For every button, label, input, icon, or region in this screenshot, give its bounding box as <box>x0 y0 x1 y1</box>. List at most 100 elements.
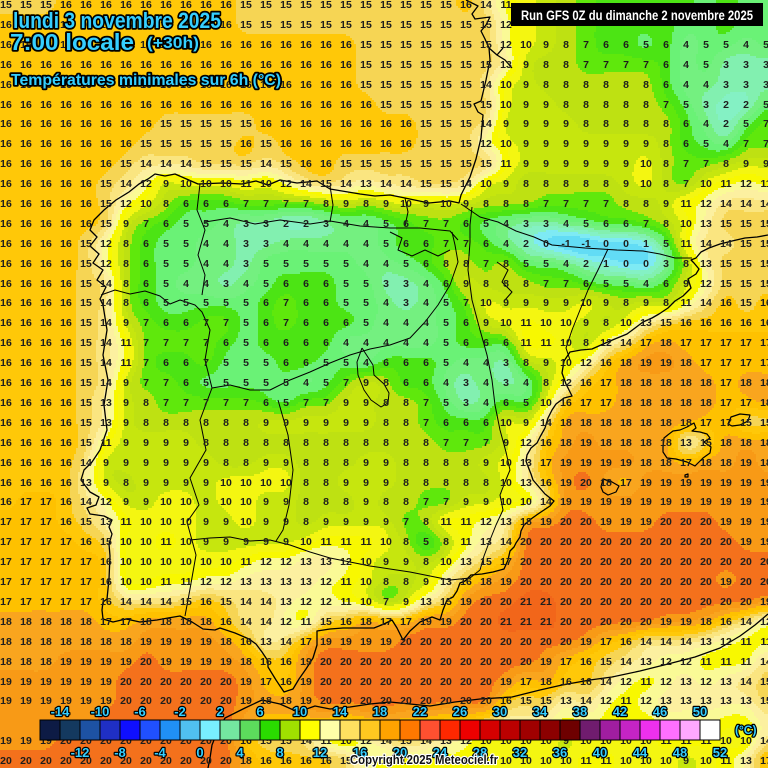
svg-text:10: 10 <box>680 218 692 230</box>
svg-text:16: 16 <box>100 158 112 170</box>
svg-text:9: 9 <box>763 158 768 170</box>
svg-text:20: 20 <box>600 596 612 608</box>
svg-text:4: 4 <box>423 278 429 290</box>
svg-text:19: 19 <box>740 477 752 489</box>
svg-text:18: 18 <box>40 656 52 668</box>
svg-text:15: 15 <box>420 138 432 150</box>
svg-text:10: 10 <box>640 158 652 170</box>
svg-text:18: 18 <box>540 676 552 688</box>
svg-text:8: 8 <box>123 258 129 270</box>
svg-text:15: 15 <box>420 39 432 51</box>
svg-text:18: 18 <box>280 695 292 707</box>
svg-text:16: 16 <box>160 39 172 51</box>
svg-text:16: 16 <box>40 19 52 31</box>
svg-text:19: 19 <box>40 676 52 688</box>
svg-text:16: 16 <box>100 59 112 71</box>
svg-text:15: 15 <box>200 118 212 130</box>
svg-text:15: 15 <box>380 19 392 31</box>
svg-text:15: 15 <box>460 138 472 150</box>
svg-text:11: 11 <box>580 755 591 767</box>
svg-text:15: 15 <box>80 357 92 369</box>
svg-text:6: 6 <box>603 218 609 230</box>
svg-text:18: 18 <box>100 636 112 648</box>
svg-text:12: 12 <box>280 556 292 568</box>
svg-text:9: 9 <box>163 178 169 190</box>
svg-text:13: 13 <box>260 636 272 648</box>
svg-text:4: 4 <box>363 357 369 369</box>
svg-text:12: 12 <box>320 596 332 608</box>
svg-text:13: 13 <box>80 477 92 489</box>
svg-text:8: 8 <box>583 79 589 91</box>
svg-text:17: 17 <box>0 516 12 528</box>
svg-text:10: 10 <box>180 556 192 568</box>
svg-text:9: 9 <box>163 437 169 449</box>
svg-text:20: 20 <box>420 695 432 707</box>
svg-text:15: 15 <box>100 198 112 210</box>
svg-text:19: 19 <box>340 636 352 648</box>
svg-text:19: 19 <box>360 636 372 648</box>
svg-text:20: 20 <box>440 676 452 688</box>
svg-text:12: 12 <box>260 556 272 568</box>
svg-text:9: 9 <box>563 138 569 150</box>
svg-text:6: 6 <box>183 198 189 210</box>
svg-text:6: 6 <box>143 258 149 270</box>
svg-text:14: 14 <box>100 337 112 349</box>
svg-text:8: 8 <box>463 457 469 469</box>
svg-text:10: 10 <box>260 178 272 190</box>
svg-text:19: 19 <box>180 656 192 668</box>
svg-text:16: 16 <box>40 377 52 389</box>
svg-text:7: 7 <box>483 258 489 270</box>
svg-text:16: 16 <box>40 79 52 91</box>
svg-text:14: 14 <box>640 636 652 648</box>
svg-text:20: 20 <box>720 556 732 568</box>
svg-text:8: 8 <box>683 258 689 270</box>
svg-text:20: 20 <box>460 656 472 668</box>
svg-text:10: 10 <box>700 755 712 767</box>
svg-text:16: 16 <box>20 477 32 489</box>
svg-text:15: 15 <box>420 178 432 190</box>
svg-text:18: 18 <box>0 656 12 668</box>
svg-text:7: 7 <box>563 198 569 210</box>
svg-text:10: 10 <box>240 477 252 489</box>
svg-text:5: 5 <box>443 337 449 349</box>
svg-text:14: 14 <box>140 596 152 608</box>
svg-text:14: 14 <box>620 656 632 668</box>
svg-text:20: 20 <box>700 516 712 528</box>
svg-text:6: 6 <box>663 59 669 71</box>
svg-text:20: 20 <box>400 695 412 707</box>
svg-text:16: 16 <box>60 397 72 409</box>
svg-text:10: 10 <box>700 178 712 190</box>
svg-text:10: 10 <box>500 457 512 469</box>
svg-text:17: 17 <box>40 516 52 528</box>
svg-text:20: 20 <box>360 656 372 668</box>
svg-text:20: 20 <box>480 616 492 628</box>
svg-text:8: 8 <box>563 178 569 190</box>
svg-text:16: 16 <box>720 317 732 329</box>
svg-text:15: 15 <box>740 417 752 429</box>
svg-text:14: 14 <box>460 178 472 190</box>
svg-text:14: 14 <box>480 118 492 130</box>
svg-text:6: 6 <box>463 317 469 329</box>
svg-text:2: 2 <box>216 704 223 719</box>
svg-text:9: 9 <box>463 198 469 210</box>
svg-text:5: 5 <box>763 99 768 111</box>
svg-text:10: 10 <box>440 198 452 210</box>
svg-text:14: 14 <box>500 536 512 548</box>
svg-text:4: 4 <box>303 377 309 389</box>
svg-text:9: 9 <box>363 496 369 508</box>
svg-text:17: 17 <box>400 616 412 628</box>
svg-text:20: 20 <box>680 596 692 608</box>
svg-text:19: 19 <box>700 496 712 508</box>
svg-text:19: 19 <box>300 695 312 707</box>
svg-text:8: 8 <box>163 198 169 210</box>
svg-text:16: 16 <box>20 337 32 349</box>
svg-text:8: 8 <box>243 457 249 469</box>
svg-text:20: 20 <box>640 556 652 568</box>
svg-text:9: 9 <box>523 59 529 71</box>
svg-text:18: 18 <box>220 636 232 648</box>
svg-text:19: 19 <box>580 457 592 469</box>
svg-text:19: 19 <box>80 676 92 688</box>
svg-text:15: 15 <box>440 59 452 71</box>
svg-text:19: 19 <box>100 656 112 668</box>
svg-text:18: 18 <box>360 616 372 628</box>
